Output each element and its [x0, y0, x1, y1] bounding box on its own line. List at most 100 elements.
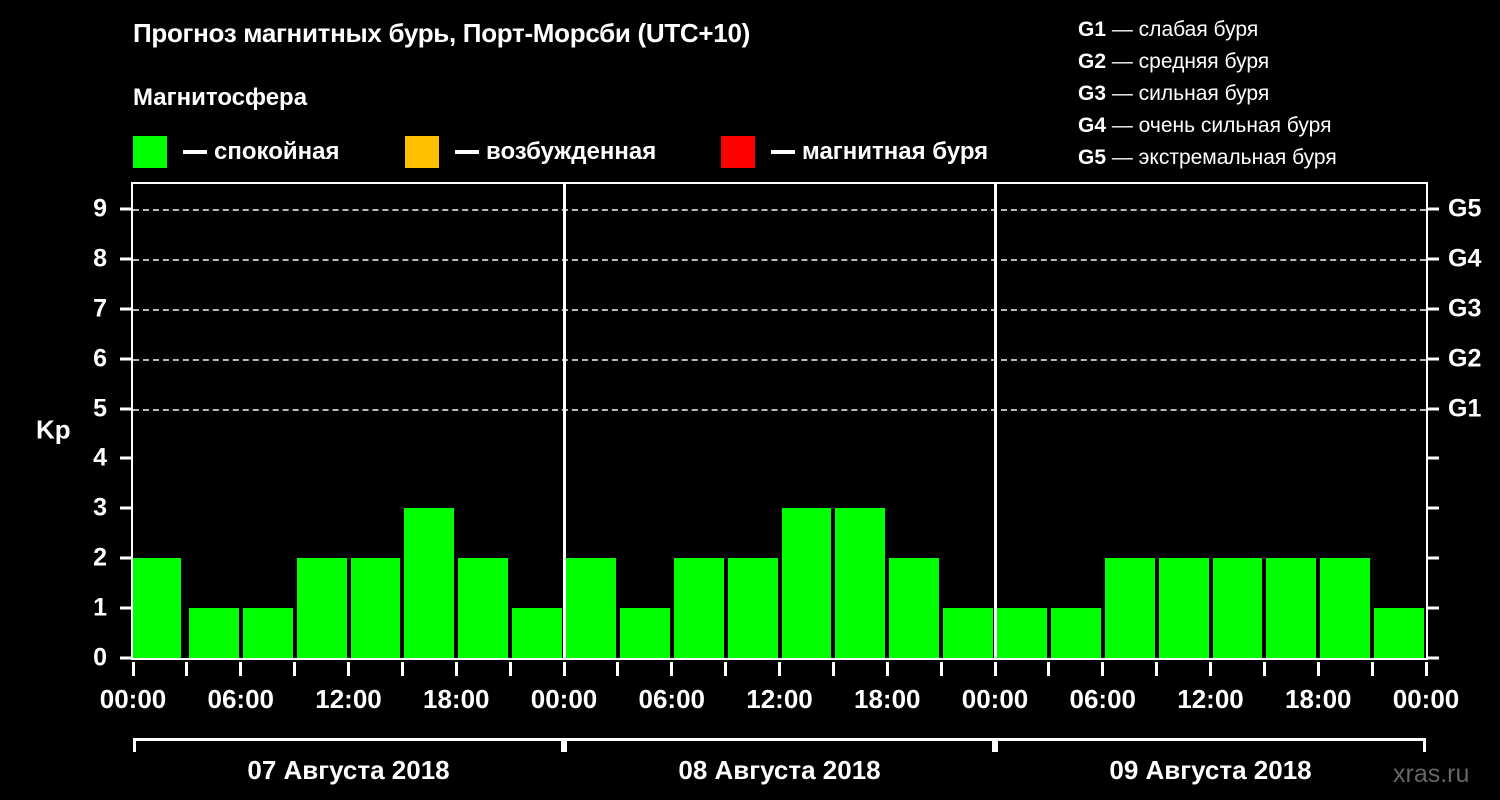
- g-legend-row-g3: G3 — сильная буря: [1078, 78, 1498, 110]
- x-tick-label-3: 18:00: [423, 684, 490, 714]
- x-tick-mark-2: [239, 662, 243, 676]
- g-axis-tick-mark-9: [1428, 207, 1439, 211]
- magnetosphere-section-title: Магнитосфера: [133, 84, 308, 111]
- legend-color-swatch: [133, 136, 167, 168]
- g-axis-tick-mark-5: [1428, 407, 1439, 411]
- legend-item-label: спокойная: [214, 138, 340, 165]
- x-tick-label-9: 06:00: [1069, 684, 1137, 714]
- x-tick-label-10: 12:00: [1177, 684, 1244, 714]
- gridline-kp-6: [133, 358, 1426, 361]
- x-tick-label-6: 12:00: [746, 684, 813, 714]
- bar-kp: [512, 608, 562, 658]
- g-axis-tick-mark-0: [1428, 656, 1439, 660]
- x-tick-label-2: 12:00: [315, 684, 382, 714]
- x-tick-label-8: 00:00: [961, 684, 1029, 714]
- g-axis-label-g1: G1: [1448, 394, 1482, 423]
- y-tick-label-6: 6: [93, 344, 107, 373]
- bar-kp: [242, 608, 293, 658]
- g-legend-row-g2: G2 — средняя буря: [1078, 46, 1498, 78]
- x-tick-label-5: 06:00: [638, 684, 706, 714]
- x-tick-mark-13: [831, 662, 835, 676]
- x-tick-mark-16: [993, 662, 997, 676]
- bar-kp: [1158, 558, 1209, 658]
- x-tick-mark-0: [131, 662, 135, 676]
- bar-kp: [350, 558, 401, 658]
- day-separator-1: [562, 184, 566, 658]
- y-tick-label-5: 5: [93, 394, 107, 423]
- g-axis-tick-mark-8: [1428, 257, 1439, 261]
- x-tick-label-11: 18:00: [1285, 684, 1352, 714]
- y-tick-mark-6: [120, 357, 131, 361]
- legend-item-1: возбужденная: [405, 132, 656, 172]
- x-tick-mark-15: [939, 662, 943, 676]
- legend-dash-icon: [455, 150, 479, 154]
- g-axis-tick-mark-6: [1428, 357, 1439, 361]
- g-legend-text: — очень сильная буря: [1106, 114, 1332, 137]
- day-bracket-1: [564, 738, 995, 752]
- y-tick-label-2: 2: [93, 543, 107, 572]
- bar-kp: [188, 608, 239, 658]
- g-legend-text: — экстремальная буря: [1106, 146, 1337, 169]
- day-separator-2: [993, 184, 997, 658]
- x-tick-mark-12: [778, 662, 781, 676]
- bar-kp: [133, 558, 181, 658]
- x-tick-mark-17: [1047, 662, 1051, 676]
- g-axis-tick-mark-3: [1428, 506, 1439, 510]
- bar-kp: [458, 558, 509, 658]
- g-axis-label-g4: G4: [1448, 244, 1482, 273]
- bar-kp: [566, 558, 616, 658]
- x-tick-mark-8: [562, 662, 566, 676]
- y-tick-label-1: 1: [93, 593, 107, 622]
- watermark: xras.ru: [1393, 760, 1470, 788]
- bar-kp: [1374, 608, 1424, 658]
- y-tick-label-3: 3: [93, 493, 107, 522]
- legend-item-2: магнитная буря: [721, 132, 988, 172]
- day-label-1: 08 Августа 2018: [678, 755, 881, 785]
- y-axis-title: Kp: [36, 414, 71, 445]
- day-label-2: 09 Августа 2018: [1109, 755, 1312, 785]
- day-label-0: 07 Августа 2018: [247, 755, 450, 785]
- x-tick-label-4: 00:00: [530, 684, 598, 714]
- g-legend-code: G1: [1078, 18, 1107, 41]
- x-tick-mark-4: [347, 662, 350, 676]
- bar-kp: [404, 508, 455, 658]
- g-legend-row-g5: G5 — экстремальная буря: [1078, 142, 1498, 174]
- g-legend-row-g1: G1 — слабая буря: [1078, 14, 1498, 46]
- bar-kp: [889, 558, 940, 658]
- g-legend-code: G5: [1078, 146, 1107, 169]
- x-tick-label-1: 06:00: [207, 684, 275, 714]
- x-tick-mark-20: [1209, 662, 1212, 676]
- bar-kp: [781, 508, 832, 658]
- x-tick-label-12: 00:00: [1392, 684, 1460, 714]
- page-title: Прогноз магнитных бурь, Порт-Морсби (UTC…: [133, 18, 750, 48]
- bar-kp: [997, 608, 1047, 658]
- x-tick-mark-9: [616, 662, 620, 676]
- gridline-kp-8: [133, 258, 1426, 261]
- g-legend-text: — слабая буря: [1106, 18, 1259, 41]
- y-tick-mark-8: [120, 257, 131, 261]
- g-legend-row-g4: G4 — очень сильная буря: [1078, 110, 1498, 142]
- x-tick-mark-21: [1262, 662, 1266, 676]
- g-axis-label-g3: G3: [1448, 294, 1482, 323]
- legend-dash-icon: [771, 150, 795, 154]
- g-legend-text: — сильная буря: [1106, 82, 1270, 105]
- x-tick-mark-11: [724, 662, 728, 676]
- legend-color-swatch: [405, 136, 439, 168]
- x-tick-mark-14: [885, 662, 889, 676]
- g-legend-code: G4: [1078, 114, 1107, 137]
- legend-item-0: спокойная: [133, 132, 339, 172]
- legend-color-swatch: [721, 136, 755, 168]
- x-tick-mark-7: [508, 662, 512, 676]
- plot-area: [131, 182, 1428, 660]
- x-tick-mark-10: [670, 662, 674, 676]
- x-tick-label-7: 18:00: [854, 684, 921, 714]
- bar-kp: [1266, 558, 1317, 658]
- x-tick-mark-1: [185, 662, 189, 676]
- y-tick-mark-5: [120, 407, 131, 411]
- y-tick-mark-1: [120, 606, 131, 610]
- y-tick-mark-9: [120, 207, 131, 211]
- y-tick-mark-0: [120, 656, 131, 660]
- legend-dash-icon: [183, 150, 207, 154]
- x-tick-mark-23: [1370, 662, 1374, 676]
